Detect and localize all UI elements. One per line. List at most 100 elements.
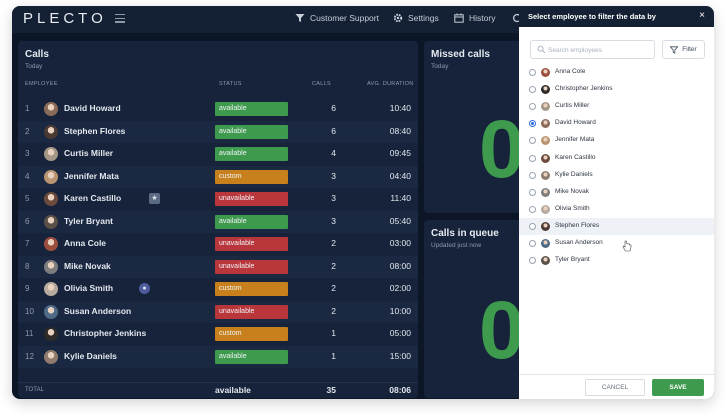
employee-option-name: Karen Castillo bbox=[555, 153, 596, 161]
search-input[interactable] bbox=[548, 43, 652, 57]
radio-button[interactable] bbox=[529, 103, 536, 111]
radio-button[interactable] bbox=[529, 205, 536, 213]
avatar bbox=[44, 169, 58, 184]
table-row[interactable]: 10 Susan Anderson unavailable 2 10:00 bbox=[18, 300, 418, 323]
table-row[interactable]: 2 Stephen Flores available 6 08:40 bbox=[18, 120, 418, 143]
nav-customer-support[interactable]: Customer Support bbox=[295, 13, 379, 23]
status-badge: available bbox=[215, 214, 288, 229]
calls-count: 2 bbox=[331, 260, 336, 271]
filter-panel-header: Select employee to filter the data by × bbox=[519, 6, 714, 27]
avg-duration: 10:40 bbox=[389, 103, 411, 113]
employee-option[interactable]: Stephen Flores bbox=[519, 217, 714, 235]
status-badge: unavailable bbox=[215, 192, 288, 206]
employee-option[interactable]: Olivia Smith bbox=[519, 201, 714, 218]
employee-option-name: Susan Anderson bbox=[555, 239, 603, 246]
employee-name: Curtis Miller bbox=[64, 148, 114, 158]
missed-calls-panel: Missed calls Today 0 bbox=[424, 41, 534, 213]
nav-history[interactable]: History bbox=[454, 13, 495, 23]
table-row[interactable]: 6 Tyler Bryant available 3 05:40 bbox=[18, 210, 418, 233]
employee-option[interactable]: Christopher Jenkins bbox=[519, 81, 714, 98]
radio-button[interactable] bbox=[529, 120, 536, 128]
table-row[interactable]: 7 Anna Cole unavailable 2 03:00 bbox=[18, 233, 418, 255]
avatar bbox=[541, 170, 550, 180]
avatar bbox=[44, 124, 58, 139]
employee-option[interactable]: Curtis Miller bbox=[519, 98, 714, 115]
filter-icon bbox=[670, 45, 679, 54]
avatar bbox=[541, 239, 550, 248]
radio-button[interactable] bbox=[529, 240, 536, 247]
status-badge: unavailable bbox=[215, 237, 288, 251]
employee-option-name: David Howard bbox=[555, 119, 596, 127]
radio-button[interactable] bbox=[529, 171, 536, 179]
employee-option[interactable]: Anna Cole bbox=[519, 64, 714, 81]
filter-button[interactable]: Filter bbox=[662, 40, 705, 59]
status-badge: custom bbox=[215, 169, 288, 184]
avg-duration: 08:40 bbox=[389, 125, 411, 136]
nav-settings[interactable]: Settings bbox=[393, 13, 439, 23]
calls-count: 6 bbox=[331, 103, 336, 113]
table-row[interactable]: 4 Jennifer Mata custom 3 04:40 bbox=[18, 165, 418, 188]
employee-option[interactable]: Mike Novak bbox=[519, 184, 714, 201]
table-row[interactable]: 1 David Howard available 6 10:40 bbox=[18, 98, 418, 120]
row-rank: 1 bbox=[25, 104, 30, 113]
avatar bbox=[44, 304, 58, 319]
table-row[interactable]: 5 Karen Castillo ★ unavailable 3 11:40 bbox=[18, 188, 418, 210]
employee-badge-icon: ● bbox=[139, 283, 150, 294]
employee-option[interactable]: Jennifer Mata bbox=[519, 132, 714, 149]
plecto-logo[interactable]: PLECTO bbox=[23, 10, 107, 27]
radio-button[interactable] bbox=[529, 257, 536, 265]
employee-option-name: Mike Novak bbox=[555, 187, 589, 195]
radio-button[interactable] bbox=[529, 69, 536, 76]
employee-option[interactable]: Kylie Daniels bbox=[519, 167, 714, 184]
filter-button-label: Filter bbox=[682, 46, 697, 53]
avatar bbox=[44, 327, 58, 341]
employee-option-name: Tyler Bryant bbox=[555, 256, 590, 264]
avatar bbox=[541, 102, 550, 112]
employee-name: Mike Novak bbox=[64, 260, 111, 271]
calls-count: 3 bbox=[331, 170, 336, 181]
close-icon[interactable]: × bbox=[699, 10, 705, 21]
filter-panel-title: Select employee to filter the data by bbox=[528, 12, 656, 21]
table-row[interactable]: 12 Kylie Daniels available 1 15:00 bbox=[18, 345, 418, 368]
avg-duration: 02:00 bbox=[389, 283, 411, 293]
table-row[interactable]: 8 Mike Novak unavailable 2 08:00 bbox=[18, 255, 418, 278]
radio-button[interactable] bbox=[529, 86, 536, 94]
employee-option[interactable]: Karen Castillo bbox=[519, 150, 714, 167]
radio-button[interactable] bbox=[529, 222, 536, 230]
table-row[interactable]: 3 Curtis Miller available 4 09:45 bbox=[18, 143, 418, 165]
avg-duration: 08:00 bbox=[389, 260, 411, 271]
hand-cursor-icon bbox=[622, 240, 632, 252]
header-status: STATUS bbox=[219, 81, 242, 87]
radio-button[interactable] bbox=[529, 154, 536, 162]
search-box[interactable] bbox=[530, 40, 655, 59]
radio-button[interactable] bbox=[529, 188, 536, 196]
avg-duration: 11:40 bbox=[390, 193, 411, 203]
total-row: TOTAL available 35 08:06 bbox=[18, 382, 418, 398]
radio-button[interactable] bbox=[529, 137, 536, 145]
avatar bbox=[541, 153, 550, 163]
avatar bbox=[44, 102, 58, 116]
avatar bbox=[44, 192, 58, 206]
total-calls: 35 bbox=[326, 385, 336, 395]
total-status: available bbox=[215, 385, 251, 395]
missed-calls-subtitle: Today bbox=[431, 63, 449, 70]
avg-duration: 05:00 bbox=[389, 328, 411, 338]
menu-icon[interactable] bbox=[115, 14, 125, 23]
avg-duration: 04:40 bbox=[389, 170, 411, 181]
employee-name: Christopher Jenkins bbox=[64, 328, 147, 338]
employee-option[interactable]: Susan Anderson bbox=[519, 235, 714, 252]
gear-icon bbox=[393, 13, 403, 23]
calls-count: 2 bbox=[331, 283, 336, 293]
avatar bbox=[541, 85, 550, 95]
table-row[interactable]: 11 Christopher Jenkins custom 1 05:00 bbox=[18, 323, 418, 345]
avg-duration: 09:45 bbox=[389, 148, 411, 158]
table-row[interactable]: 9 Olivia Smith ● custom 2 02:00 bbox=[18, 278, 418, 300]
row-rank: 6 bbox=[25, 216, 30, 226]
nav-settings-label: Settings bbox=[408, 13, 439, 23]
save-button[interactable]: SAVE bbox=[652, 379, 704, 396]
employee-option[interactable]: David Howard bbox=[519, 115, 714, 132]
avatar bbox=[44, 259, 58, 274]
cancel-button[interactable]: CANCEL bbox=[585, 379, 645, 396]
employee-option[interactable]: Tyler Bryant bbox=[519, 252, 714, 269]
nav-customer-support-label: Customer Support bbox=[310, 13, 379, 23]
